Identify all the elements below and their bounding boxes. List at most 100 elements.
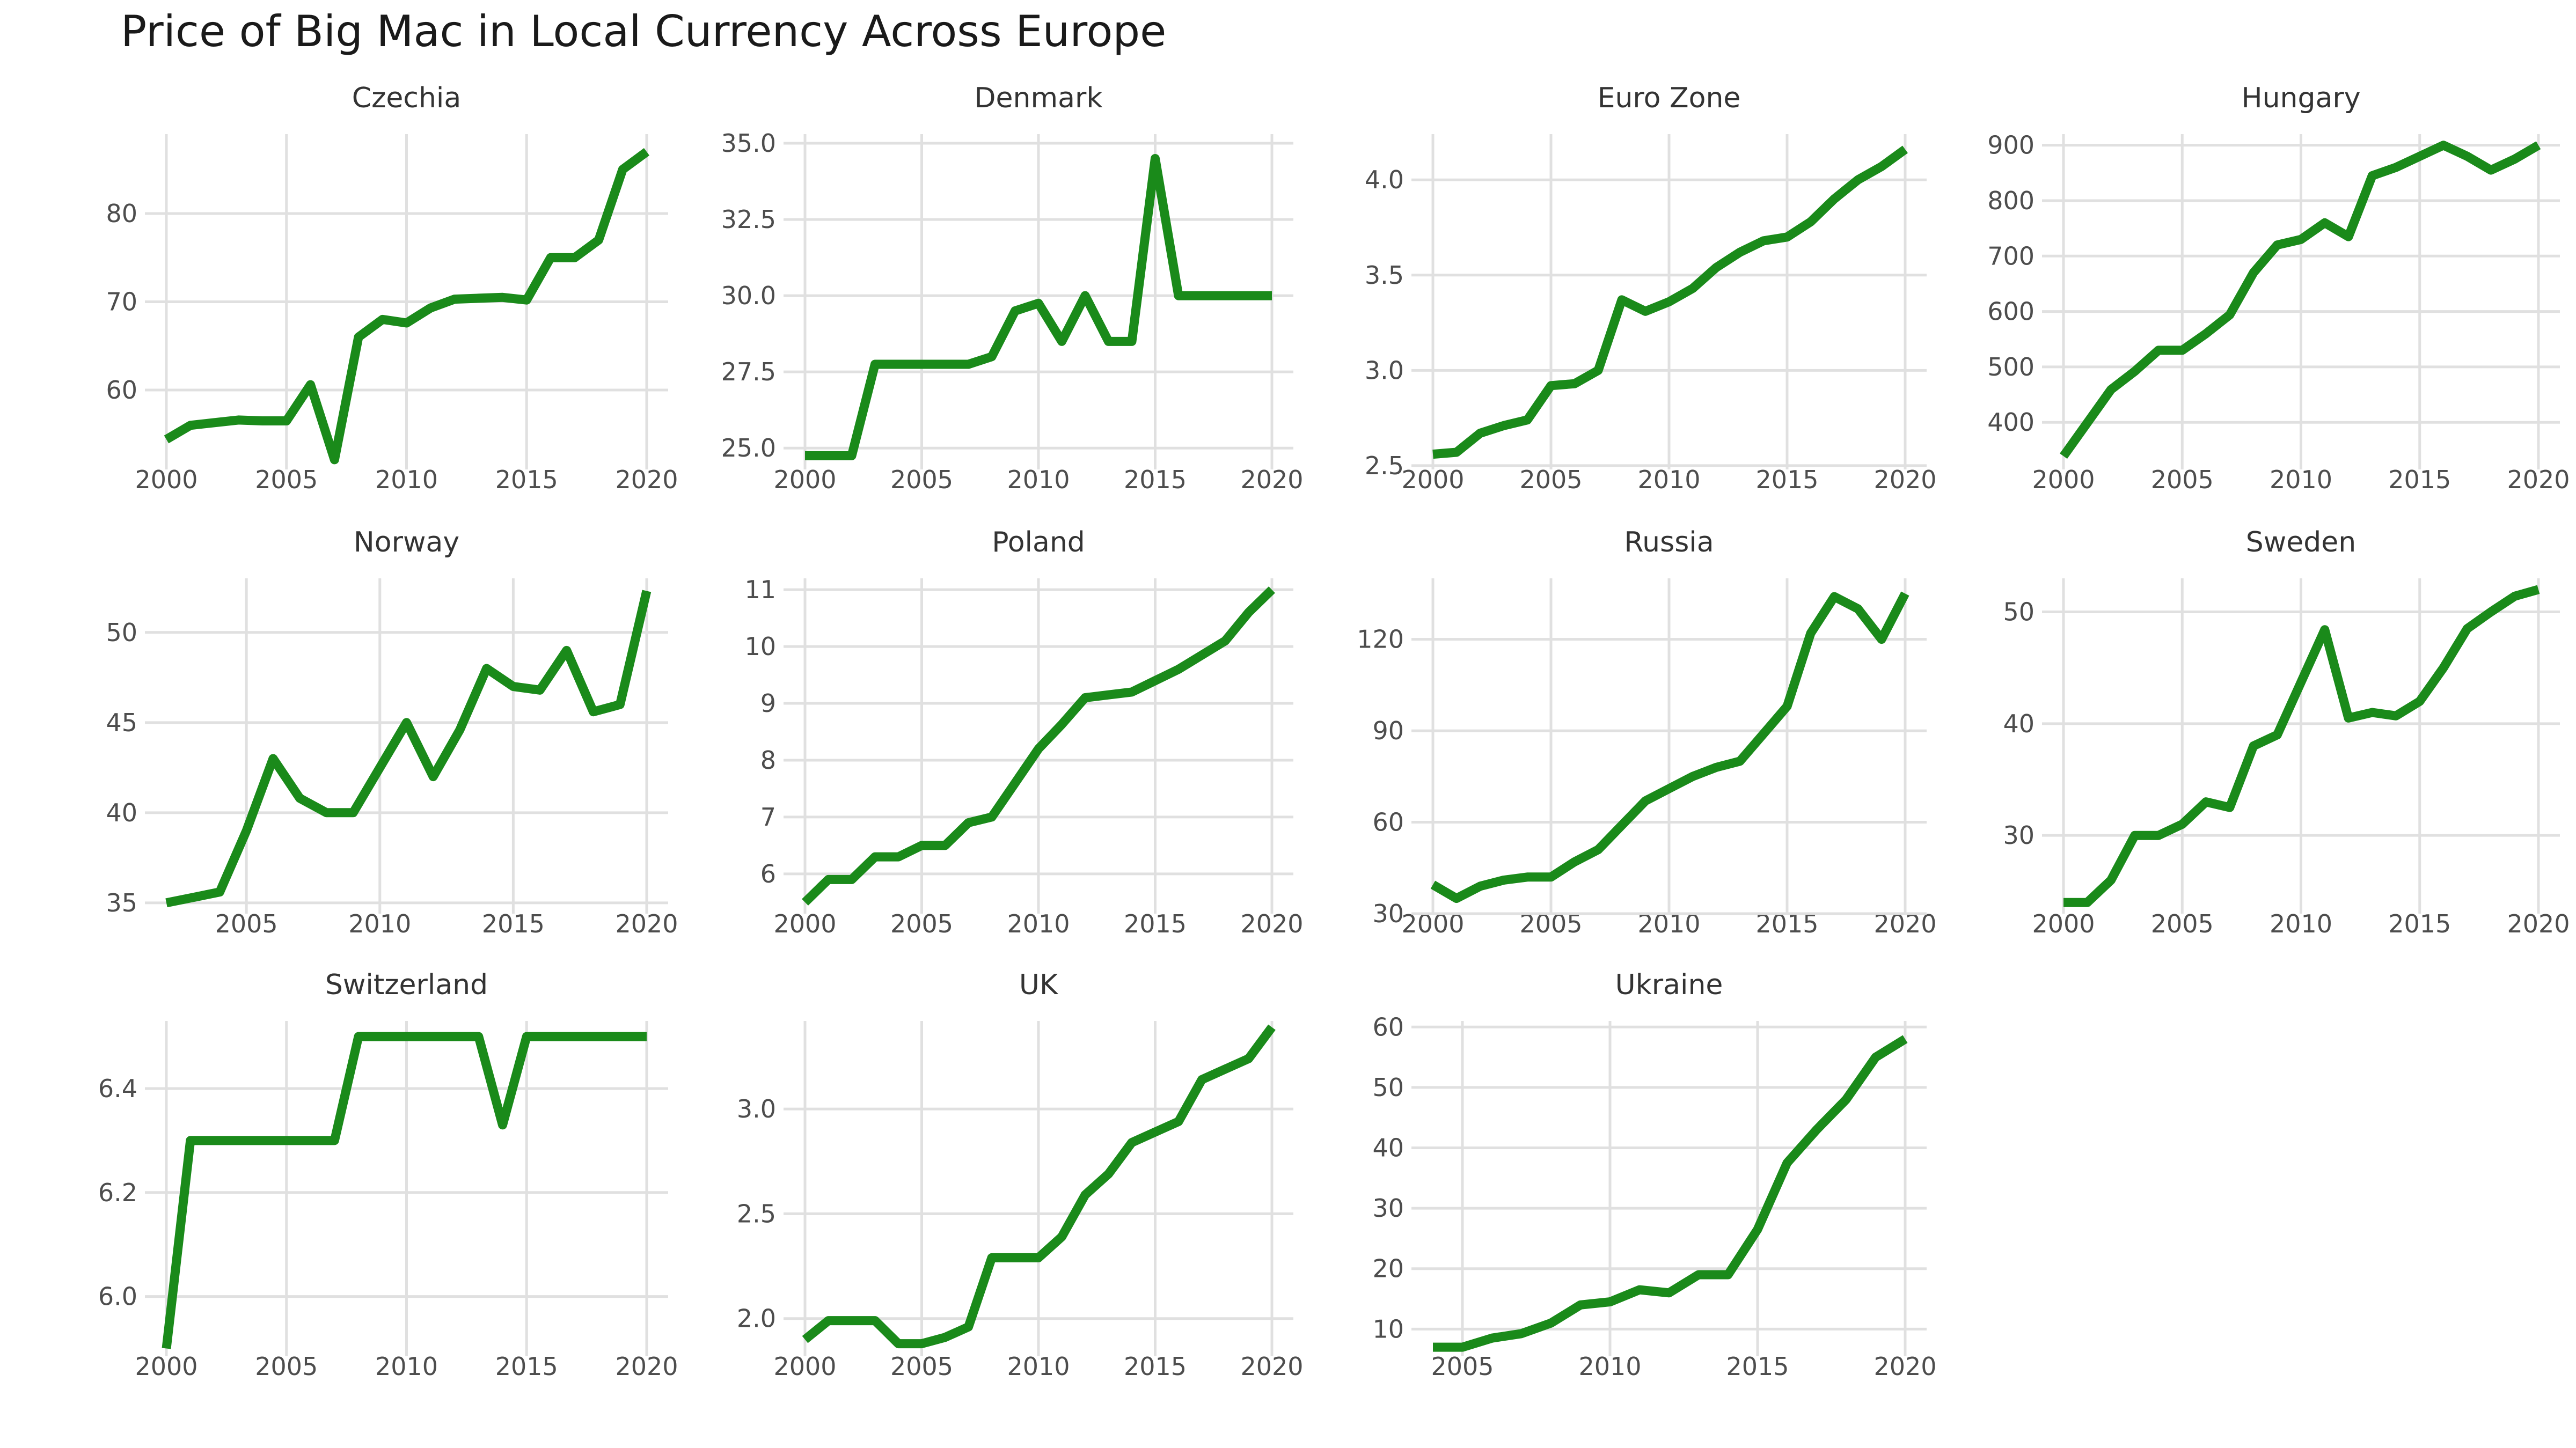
y-tick-label: 35 [106,888,137,917]
x-tick-label: 2010 [348,909,411,938]
panel-title-norway: Norway [354,526,459,558]
x-tick-label: 2020 [1240,909,1303,938]
panel-title-switzerland: Switzerland [325,969,488,1001]
x-tick-label: 2015 [1755,465,1818,494]
x-tick-label: 2005 [890,465,953,494]
x-tick-label: 2015 [495,1352,558,1381]
series-line-sweden [2063,585,2540,907]
x-tick-label: 2005 [890,909,953,938]
x-tick-label: 2005 [2151,909,2214,938]
y-tick-label: 8 [760,746,776,775]
x-tick-label: 2015 [495,465,558,494]
series-line-czechia [164,148,650,465]
x-tick-label: 2020 [615,465,678,494]
x-tick-label: 2010 [375,465,438,494]
y-tick-label: 90 [1372,716,1404,745]
x-tick-label: 2020 [2507,909,2570,938]
x-tick-label: 2000 [1401,465,1464,494]
x-tick-label: 2000 [773,465,836,494]
y-tick-label: 60 [1372,1012,1404,1041]
panel-title-denmark: Denmark [974,82,1102,114]
y-tick-label: 30.0 [721,281,776,310]
y-tick-label: 120 [1357,625,1404,654]
x-tick-label: 2000 [2032,909,2095,938]
x-tick-label: 2005 [1431,1352,1494,1381]
x-tick-label: 2005 [890,1352,953,1381]
x-tick-label: 2015 [2388,465,2451,494]
panel-title-sweden: Sweden [2246,526,2357,558]
x-tick-label: 2010 [2270,465,2332,494]
y-tick-label: 60 [106,376,137,405]
x-tick-label: 2005 [255,465,318,494]
series-line-norway [165,590,652,908]
x-tick-label: 2010 [1007,465,1070,494]
y-tick-label: 3.0 [737,1094,776,1123]
x-tick-label: 2005 [2151,465,2214,494]
series-line-ukraine [1433,1035,1908,1352]
series-line-poland [802,586,1275,906]
y-tick-label: 32.5 [721,205,776,234]
y-tick-label: 6.4 [98,1074,137,1103]
y-tick-label: 30 [2003,821,2035,850]
y-tick-label: 50 [106,618,137,647]
y-tick-label: 600 [1987,297,2035,326]
y-tick-label: 7 [760,803,776,832]
y-tick-label: 10 [1372,1314,1404,1343]
y-tick-label: 20 [1372,1254,1404,1283]
y-tick-label: 6.0 [98,1282,137,1311]
x-tick-label: 2005 [255,1352,318,1381]
y-tick-label: 11 [744,575,776,604]
y-tick-label: 2.0 [737,1304,776,1333]
x-tick-label: 2020 [1874,1352,1936,1381]
y-tick-label: 6.2 [98,1178,137,1207]
y-tick-label: 2.5 [1365,451,1404,480]
panel-title-poland: Poland [992,526,1085,558]
x-tick-label: 2000 [135,1352,197,1381]
x-tick-label: 2020 [615,1352,678,1381]
x-tick-label: 2020 [1874,465,1936,494]
x-tick-label: 2010 [1578,1352,1641,1381]
x-tick-label: 2000 [135,465,197,494]
series-line-uk [802,1024,1276,1349]
series-line-euro-zone [1432,145,1908,459]
x-tick-label: 2015 [1124,909,1187,938]
y-tick-label: 50 [2003,598,2035,627]
panel-title-ukraine: Ukraine [1615,969,1723,1001]
y-tick-label: 9 [760,689,776,718]
panel-title-uk: UK [1019,969,1059,1001]
y-tick-label: 27.5 [721,357,776,386]
y-tick-label: 40 [1372,1133,1404,1162]
y-tick-label: 30 [1372,1194,1404,1223]
panel-title-hungary: Hungary [2241,82,2360,114]
y-tick-label: 10 [744,632,776,661]
y-tick-label: 60 [1372,808,1404,837]
y-tick-label: 40 [2003,709,2035,738]
x-tick-label: 2020 [2507,465,2570,494]
panel-title-euro-zone: Euro Zone [1598,82,1741,114]
panel-title-czechia: Czechia [352,82,461,114]
x-tick-label: 2015 [1124,465,1187,494]
series-line-russia [1430,591,1909,903]
x-tick-label: 2015 [482,909,545,938]
y-tick-label: 70 [106,288,137,317]
y-tick-label: 900 [1987,131,2035,160]
y-tick-label: 6 [760,859,776,888]
x-tick-label: 2015 [2388,909,2451,938]
series-line-hungary [2060,141,2541,459]
panel-title-russia: Russia [1624,526,1714,558]
y-tick-label: 4.0 [1365,165,1404,194]
x-tick-label: 2000 [2032,465,2095,494]
x-tick-label: 2000 [773,1352,836,1381]
x-tick-label: 2005 [215,909,278,938]
x-tick-label: 2010 [2270,909,2332,938]
y-tick-label: 45 [106,708,137,737]
chart-title: Price of Big Mac in Local Currency Acros… [121,6,1167,56]
y-tick-label: 500 [1987,352,2035,381]
series-line-denmark [805,154,1272,460]
y-tick-label: 35.0 [721,129,776,158]
y-tick-label: 700 [1987,241,2035,270]
y-tick-label: 50 [1372,1073,1404,1102]
x-tick-label: 2010 [1637,465,1700,494]
y-tick-label: 80 [106,199,137,228]
x-tick-label: 2020 [1240,1352,1303,1381]
